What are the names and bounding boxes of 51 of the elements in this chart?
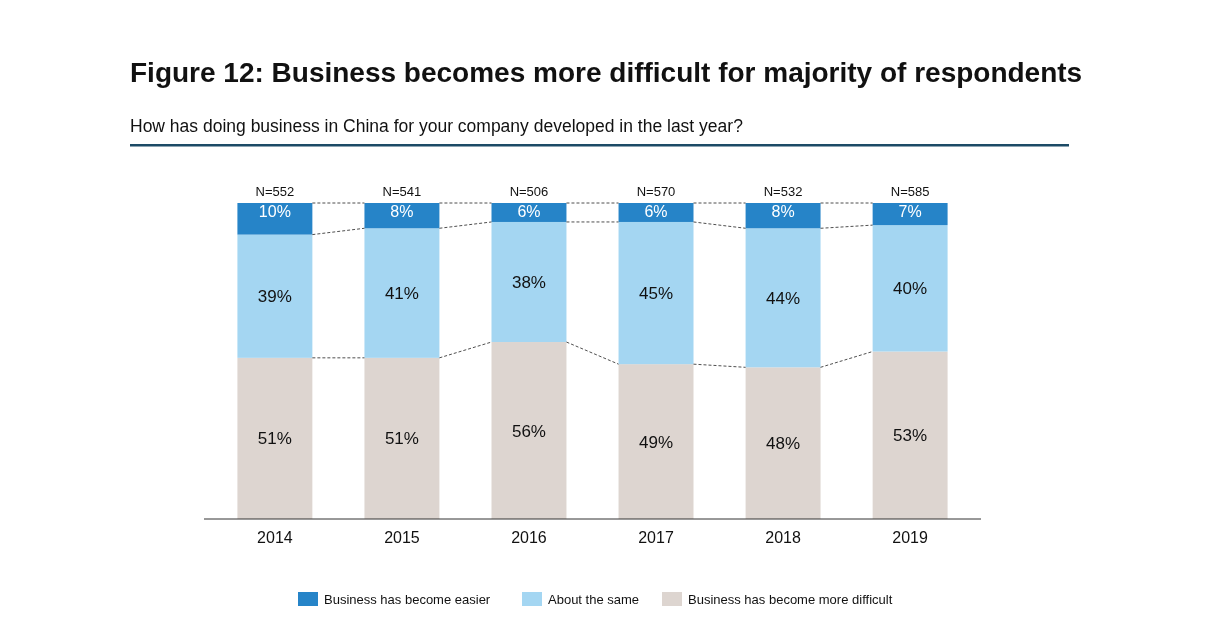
bar	[364, 357, 440, 519]
bar	[618, 364, 694, 519]
bar	[364, 203, 440, 229]
bar	[364, 228, 440, 358]
data-label: 49%	[639, 432, 674, 452]
bar	[237, 234, 313, 358]
data-label: 8%	[390, 203, 414, 220]
data-label: 7%	[898, 203, 922, 220]
data-label: 6%	[644, 203, 668, 220]
bar	[237, 357, 313, 519]
legend-label: About the same	[548, 592, 640, 607]
data-label: 51%	[384, 429, 419, 449]
x-tick-label: 2017	[638, 529, 674, 546]
x-tick-label: 2018	[765, 529, 801, 546]
x-tick-label: 2019	[892, 529, 929, 546]
bar	[237, 203, 313, 235]
legend-label: Business has become easier	[324, 592, 491, 607]
bar	[491, 342, 567, 519]
bar	[745, 228, 821, 368]
data-label: 48%	[766, 434, 801, 454]
text: N=532	[763, 184, 803, 199]
data-label: 8%	[771, 203, 795, 220]
text: N=585	[890, 184, 930, 199]
bar	[872, 225, 948, 352]
data-label: 45%	[639, 284, 674, 304]
bar	[872, 351, 948, 519]
text: N=552	[255, 184, 295, 199]
bar	[491, 221, 567, 343]
x-tick-label: 2014	[257, 529, 293, 546]
x-tick-label: 2015	[384, 529, 420, 546]
x-tick-label: 2016	[511, 529, 547, 546]
text: N=541	[382, 184, 422, 199]
data-label: 56%	[511, 421, 546, 441]
data-label: 40%	[893, 279, 928, 299]
chart-title: Figure 12: Business becomes more difficult for majority of respondents	[130, 57, 1083, 88]
data-label: 51%	[257, 429, 292, 449]
legend-label: Business has become more difficult	[688, 592, 893, 607]
bar	[745, 367, 821, 519]
text: N=570	[636, 184, 676, 199]
chart-subtitle: How has doing business in China for your company developed in the last year?	[130, 116, 744, 136]
data-label: 53%	[893, 426, 928, 446]
data-label: 39%	[257, 287, 292, 307]
data-label: 41%	[384, 284, 419, 304]
data-label: 38%	[511, 273, 546, 292]
bar	[872, 203, 948, 226]
text: N=506	[509, 184, 549, 199]
data-label: 6%	[517, 203, 541, 220]
data-label: 44%	[766, 288, 801, 308]
bar	[618, 221, 694, 365]
data-label: 10%	[258, 203, 291, 220]
bar	[745, 203, 821, 229]
